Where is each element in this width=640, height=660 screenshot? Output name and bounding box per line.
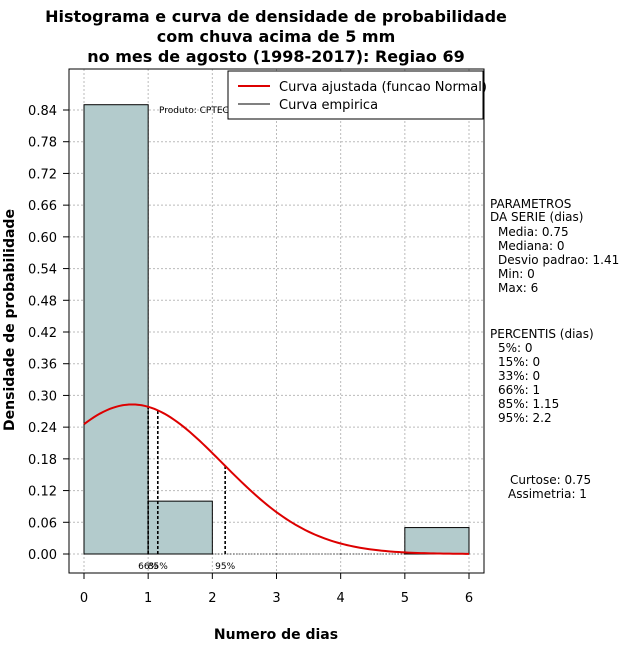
y-tick-label-14: 0.84 (28, 104, 57, 119)
assimetria-stat: Assimetria: 1 (508, 487, 587, 501)
parameter-4: Max: 6 (498, 281, 538, 295)
y-tick-label-11: 0.66 (28, 199, 57, 214)
y-tick-label-4: 0.24 (28, 421, 57, 436)
title-line-2: no mes de agosto (1998-2017): Regiao 69 (87, 47, 464, 66)
parameter-1: Mediana: 0 (498, 239, 565, 253)
histogram-bar-0 (83, 104, 149, 555)
percentis-title: PERCENTIS (dias) (490, 327, 594, 341)
y-tick-label-0: 0.00 (28, 548, 57, 563)
histogram-bars (83, 104, 470, 555)
y-tick-label-7: 0.42 (28, 326, 57, 341)
legend: Curva ajustada (funcao Normal) Curva empi… (227, 70, 487, 120)
parameter-0: Media: 0.75 (498, 225, 569, 239)
x-tick-label-0: 0 (80, 591, 88, 606)
title-line-0: Histograma e curva de densidade de proba… (45, 7, 507, 26)
percentil-5: 95%: 2.2 (498, 411, 552, 425)
product-label: Produto: CPTEC/INPE (159, 106, 253, 116)
y-axis-title: Densidade de probabilidade (2, 209, 18, 431)
x-axis-title: Numero de dias (214, 627, 338, 643)
y-tick-label-10: 0.60 (28, 231, 57, 246)
chart-title: Histograma e curva de densidade de proba… (45, 7, 507, 66)
legend-box (227, 70, 484, 120)
title-line-1: com chuva acima de 5 mm (157, 27, 396, 46)
axes: 0 1 2 3 4 5 6 0.00 0.06 0.12 0.18 0.24 0.30 0.36 0.42 0… (2, 68, 485, 643)
normal-curve-line (83, 403, 470, 555)
x-tick-label-3: 3 (272, 591, 280, 606)
parameters-title-0: PARAMETROS (490, 197, 571, 211)
parameter-2: Desvio padrao: 1.41 (498, 253, 619, 267)
y-tick-label-2: 0.12 (28, 485, 57, 500)
y-tick-label-8: 0.48 (28, 294, 57, 309)
y-tick-label-13: 0.78 (28, 136, 57, 151)
percentil-3: 66%: 1 (498, 383, 540, 397)
legend-label-0: Curva ajustada (funcao Normal) (279, 80, 487, 95)
y-tick-label-3: 0.18 (28, 453, 57, 468)
percentil-4: 85%: 1.15 (498, 397, 559, 411)
y-tick-label-5: 0.30 (28, 389, 57, 404)
y-tick-label-6: 0.36 (28, 358, 57, 373)
y-tick-label-9: 0.54 (28, 263, 57, 278)
percentile-label-1: 85% (148, 562, 168, 572)
y-tick-label-12: 0.72 (28, 167, 57, 182)
parameters-title-1: DA SERIE (dias) (490, 210, 583, 224)
histogram-bar-5 (404, 527, 470, 555)
x-tick-label-1: 1 (144, 591, 152, 606)
legend-label-1: Curva empirica (279, 98, 378, 113)
y-tick-label-1: 0.06 (28, 516, 57, 531)
percentil-0: 5%: 0 (498, 341, 533, 355)
percentile-label-0: 66% (138, 562, 158, 572)
x-tick-label-2: 2 (208, 591, 216, 606)
density-curve (83, 403, 470, 555)
percentile-label-2: 95% (215, 562, 235, 572)
x-tick-label-4: 4 (337, 591, 345, 606)
percentil-1: 15%: 0 (498, 355, 540, 369)
curtose-stat: Curtose: 0.75 (510, 473, 591, 487)
x-tick-label-6: 6 (465, 591, 473, 606)
percentile-lines: 66%85% 95% (138, 406, 236, 572)
percentil-2: 33%: 0 (498, 369, 540, 383)
parameter-3: Min: 0 (498, 267, 535, 281)
x-tick-label-5: 5 (401, 591, 409, 606)
